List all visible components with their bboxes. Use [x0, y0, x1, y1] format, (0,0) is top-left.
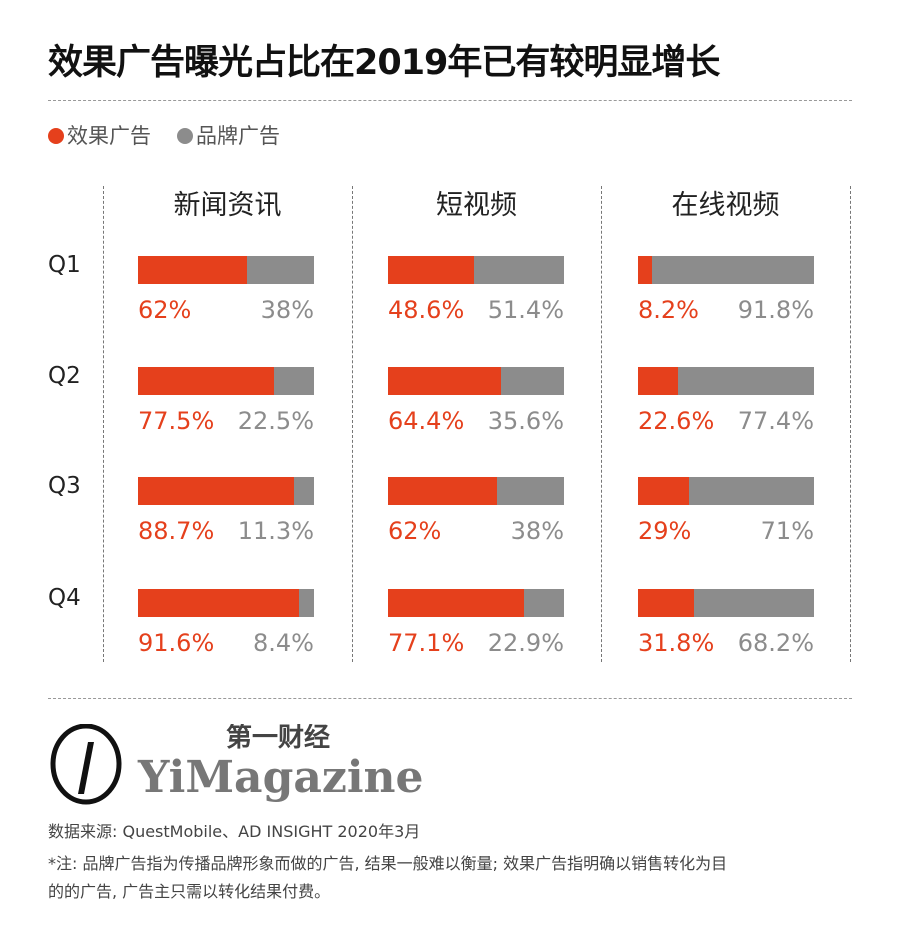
panel-title: 短视频 [436, 190, 517, 221]
yimagazine-logo: 第一财经 YiMagazine [48, 722, 448, 812]
panel-title: 新闻资讯 [173, 190, 282, 221]
bar-brand [299, 589, 314, 617]
divider [48, 698, 852, 699]
label-effect: 31.8% [638, 629, 715, 657]
label-brand: 68.2% [737, 629, 814, 657]
bar-brand [247, 256, 314, 284]
label-brand: 35.6% [487, 407, 564, 435]
divider [48, 100, 852, 101]
bar-brand [274, 367, 314, 395]
column-divider [850, 186, 851, 662]
legend-label: 效果广告 [67, 124, 151, 148]
label-brand: 71% [760, 517, 814, 545]
label-brand: 77.4% [737, 407, 814, 435]
label-brand: 51.4% [487, 296, 564, 324]
bar-brand [677, 367, 814, 395]
label-brand: 8.4% [253, 629, 314, 657]
bar-effect [388, 367, 502, 395]
column-divider [601, 186, 602, 662]
label-brand: 91.8% [737, 296, 814, 324]
bar-effect [388, 589, 524, 617]
bar-effect [388, 477, 498, 505]
svg-text:YiMagazine: YiMagazine [137, 752, 424, 803]
bar-effect [388, 256, 474, 284]
footnote-line-2: 的的广告, 广告主只需以转化结果付费。 [48, 882, 331, 901]
bar-effect [138, 477, 295, 505]
label-brand: 38% [260, 296, 314, 324]
quarter-label: Q4 [48, 585, 81, 611]
label-effect: 64.4% [388, 407, 465, 435]
bar-effect [638, 367, 678, 395]
bar-brand [693, 589, 814, 617]
label-effect: 22.6% [638, 407, 715, 435]
legend-label: 品牌广告 [196, 124, 280, 148]
bar-effect [638, 256, 653, 284]
label-effect: 77.5% [138, 407, 215, 435]
column-divider [103, 186, 104, 662]
legend: 效果广告 品牌广告 [48, 120, 280, 150]
quarter-label: Q2 [48, 363, 81, 389]
legend-item-brand: 品牌广告 [177, 120, 280, 150]
label-effect: 48.6% [388, 296, 465, 324]
column-divider [352, 186, 353, 662]
label-brand: 22.5% [237, 407, 314, 435]
quarter-label: Q3 [48, 473, 81, 499]
page-title: 效果广告曝光占比在2019年已有较明显增长 [48, 43, 720, 83]
label-effect: 88.7% [138, 517, 215, 545]
bar-effect [638, 589, 694, 617]
logo-mark-icon: 第一财经 YiMagazine [50, 722, 424, 805]
bar-effect [138, 256, 248, 284]
bar-brand [523, 589, 564, 617]
label-effect: 77.1% [388, 629, 465, 657]
label-brand: 22.9% [487, 629, 564, 657]
legend-item-effect: 效果广告 [48, 120, 151, 150]
data-source: 数据来源: QuestMobile、AD INSIGHT 2020年3月 [48, 822, 421, 841]
gray-dot-icon [177, 128, 193, 144]
bar-effect [138, 589, 300, 617]
svg-text:第一财经: 第一财经 [226, 724, 330, 753]
label-brand: 38% [510, 517, 564, 545]
quarter-label: Q1 [48, 252, 81, 278]
bar-brand [652, 256, 814, 284]
label-effect: 8.2% [638, 296, 699, 324]
bar-brand [689, 477, 814, 505]
orange-dot-icon [48, 128, 64, 144]
label-effect: 62% [138, 296, 192, 324]
bar-brand [497, 477, 564, 505]
bar-effect [138, 367, 275, 395]
label-brand: 11.3% [237, 517, 314, 545]
bar-brand [501, 367, 564, 395]
label-effect: 91.6% [138, 629, 215, 657]
footnote-line-1: *注: 品牌广告指为传播品牌形象而做的广告, 结果一般难以衡量; 效果广告指明确… [48, 854, 728, 873]
panel-title: 在线视频 [671, 190, 780, 221]
bar-effect [638, 477, 690, 505]
label-effect: 62% [388, 517, 442, 545]
bar-brand [294, 477, 314, 505]
bar-brand [473, 256, 564, 284]
label-effect: 29% [638, 517, 692, 545]
